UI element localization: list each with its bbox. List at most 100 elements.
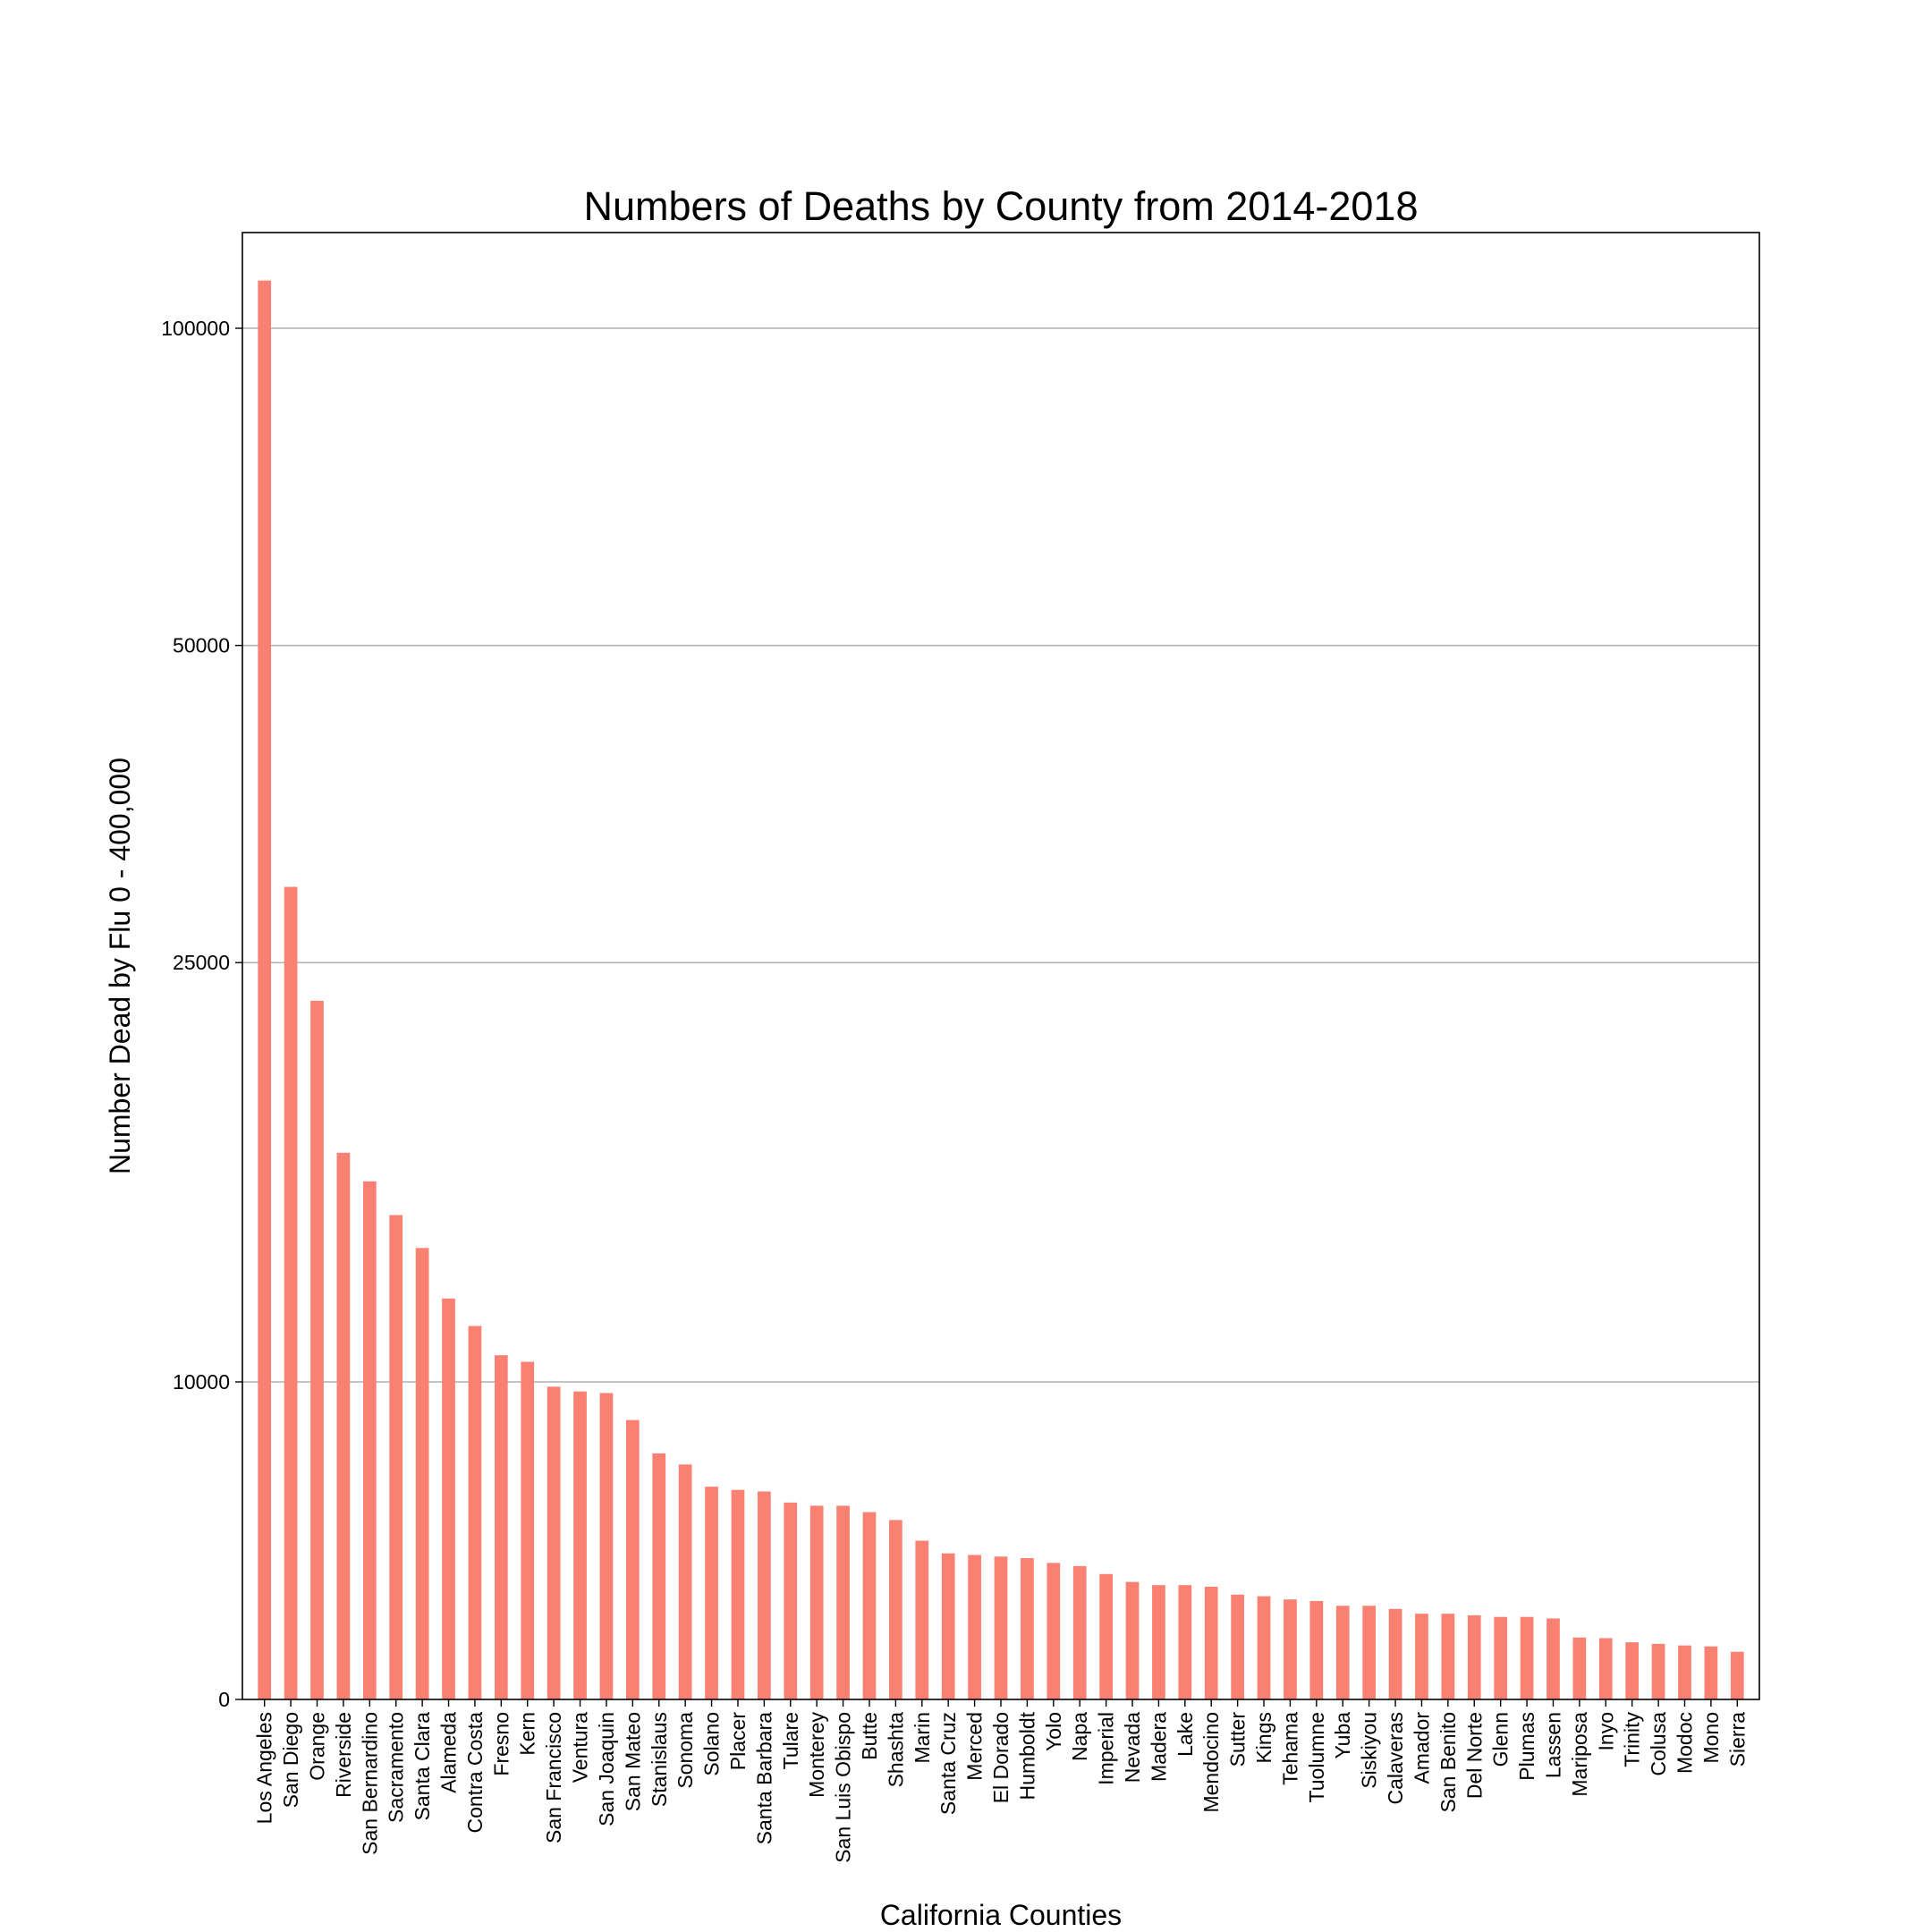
y-tick-label: 100000 (161, 317, 230, 340)
bar (652, 1453, 666, 1699)
bar (310, 1000, 324, 1699)
x-tick-label: Amador (1410, 1712, 1433, 1784)
x-tick-label: Solano (700, 1712, 724, 1776)
x-tick-label: Butte (858, 1712, 881, 1760)
x-tick-label: Glenn (1489, 1712, 1513, 1767)
x-tick-label: Lake (1174, 1712, 1197, 1757)
bar (836, 1505, 850, 1699)
bar (705, 1487, 718, 1699)
bar (1072, 1565, 1087, 1699)
bar (731, 1489, 745, 1699)
bar (1178, 1585, 1192, 1699)
bar (968, 1555, 981, 1699)
bar (362, 1181, 377, 1699)
x-tick-label: San Diego (279, 1712, 302, 1808)
bar (1152, 1585, 1165, 1699)
bar (1204, 1586, 1218, 1699)
x-tick-label: Sacramento (385, 1712, 408, 1823)
x-tick-label: San Francisco (542, 1712, 565, 1843)
bar (1651, 1643, 1665, 1699)
bar (442, 1298, 455, 1699)
bar (336, 1152, 351, 1699)
x-tick-label: Sonoma (674, 1712, 697, 1789)
bar (889, 1520, 902, 1699)
bar (1335, 1606, 1350, 1699)
x-tick-label: San Luis Obispo (832, 1712, 855, 1863)
bar (1572, 1637, 1587, 1699)
bar (468, 1326, 482, 1699)
x-tick-label: Yolo (1042, 1712, 1065, 1751)
bar (284, 886, 298, 1699)
x-tick-label: Humboldt (1015, 1711, 1038, 1800)
x-tick-label: San Joaquin (595, 1712, 618, 1826)
x-tick-label: Calaveras (1384, 1712, 1407, 1805)
x-tick-label: Tuolumne (1305, 1712, 1328, 1802)
x-tick-label: Santa Cruz (936, 1712, 960, 1815)
x-tick-label: Shashta (884, 1712, 907, 1788)
x-tick-label: Imperial (1095, 1712, 1118, 1785)
bar (915, 1540, 929, 1699)
x-tick-label: Tulare (779, 1712, 802, 1769)
bar (1125, 1581, 1140, 1699)
x-tick-label: Riverside (332, 1712, 355, 1798)
bar (415, 1248, 429, 1699)
x-tick-label: Santa Clara (411, 1712, 434, 1821)
y-gridlines (242, 327, 1759, 1383)
bar (784, 1502, 798, 1699)
x-tick-label: Kings (1252, 1712, 1275, 1764)
x-tick-label: Sutter (1226, 1712, 1250, 1767)
y-tick-label: 10000 (173, 1370, 230, 1394)
x-tick-label: Mendocino (1199, 1712, 1223, 1813)
x-tick-label: Placer (726, 1712, 750, 1771)
bar (1309, 1600, 1324, 1699)
y-axis: 0 10000 25000 50000 100000 (161, 317, 242, 1711)
bar (1625, 1642, 1640, 1699)
y-axis-label: Number Dead by Flu 0 - 400,000 (104, 758, 136, 1174)
bar (1231, 1594, 1244, 1699)
bar (1704, 1646, 1718, 1699)
x-tick-label: Monterey (805, 1712, 828, 1798)
bar (1598, 1638, 1613, 1699)
y-tick-label: 25000 (173, 951, 230, 974)
chart-title: Numbers of Deaths by County from 2014-20… (584, 183, 1419, 229)
x-tick-label: Los Angeles (253, 1712, 276, 1824)
bar (1520, 1616, 1534, 1699)
bar (1362, 1606, 1376, 1699)
bar (1257, 1596, 1271, 1699)
bar (994, 1556, 1008, 1699)
bar (1099, 1573, 1113, 1699)
x-tick-label: Marin (911, 1712, 934, 1764)
bar (809, 1505, 824, 1699)
bar (1678, 1645, 1691, 1699)
bar (941, 1553, 955, 1699)
x-tick-label: Merced (963, 1712, 987, 1781)
x-tick-label: Yuba (1331, 1712, 1354, 1759)
bar (1415, 1614, 1428, 1699)
y-tick-label: 50000 (173, 634, 230, 657)
x-axis: Los Angeles San Diego Orange Riverside San B… (253, 1699, 1749, 1863)
bar (521, 1361, 535, 1699)
x-tick-label: Madera (1147, 1712, 1170, 1782)
x-tick-label: San Benito (1436, 1712, 1460, 1813)
x-tick-label: Napa (1068, 1712, 1091, 1761)
bar (1388, 1608, 1402, 1699)
bar (678, 1464, 692, 1699)
x-tick-label: Colusa (1647, 1712, 1670, 1776)
x-tick-label: Lassen (1541, 1712, 1564, 1778)
bar (573, 1391, 587, 1699)
x-tick-label: Del Norte (1462, 1712, 1486, 1799)
x-tick-label: Nevada (1121, 1712, 1144, 1783)
x-tick-label: Modoc (1673, 1712, 1696, 1774)
bar (1494, 1616, 1508, 1699)
x-tick-label: San Bernardino (358, 1712, 381, 1855)
bar (1284, 1599, 1297, 1699)
bar (258, 280, 272, 1700)
bar (862, 1512, 877, 1699)
x-tick-label: Inyo (1594, 1712, 1617, 1750)
x-tick-label: Mono (1699, 1712, 1723, 1764)
x-tick-label: El Dorado (989, 1712, 1013, 1803)
bar (626, 1419, 640, 1699)
bar (494, 1355, 508, 1699)
bar-series (258, 280, 1744, 1700)
